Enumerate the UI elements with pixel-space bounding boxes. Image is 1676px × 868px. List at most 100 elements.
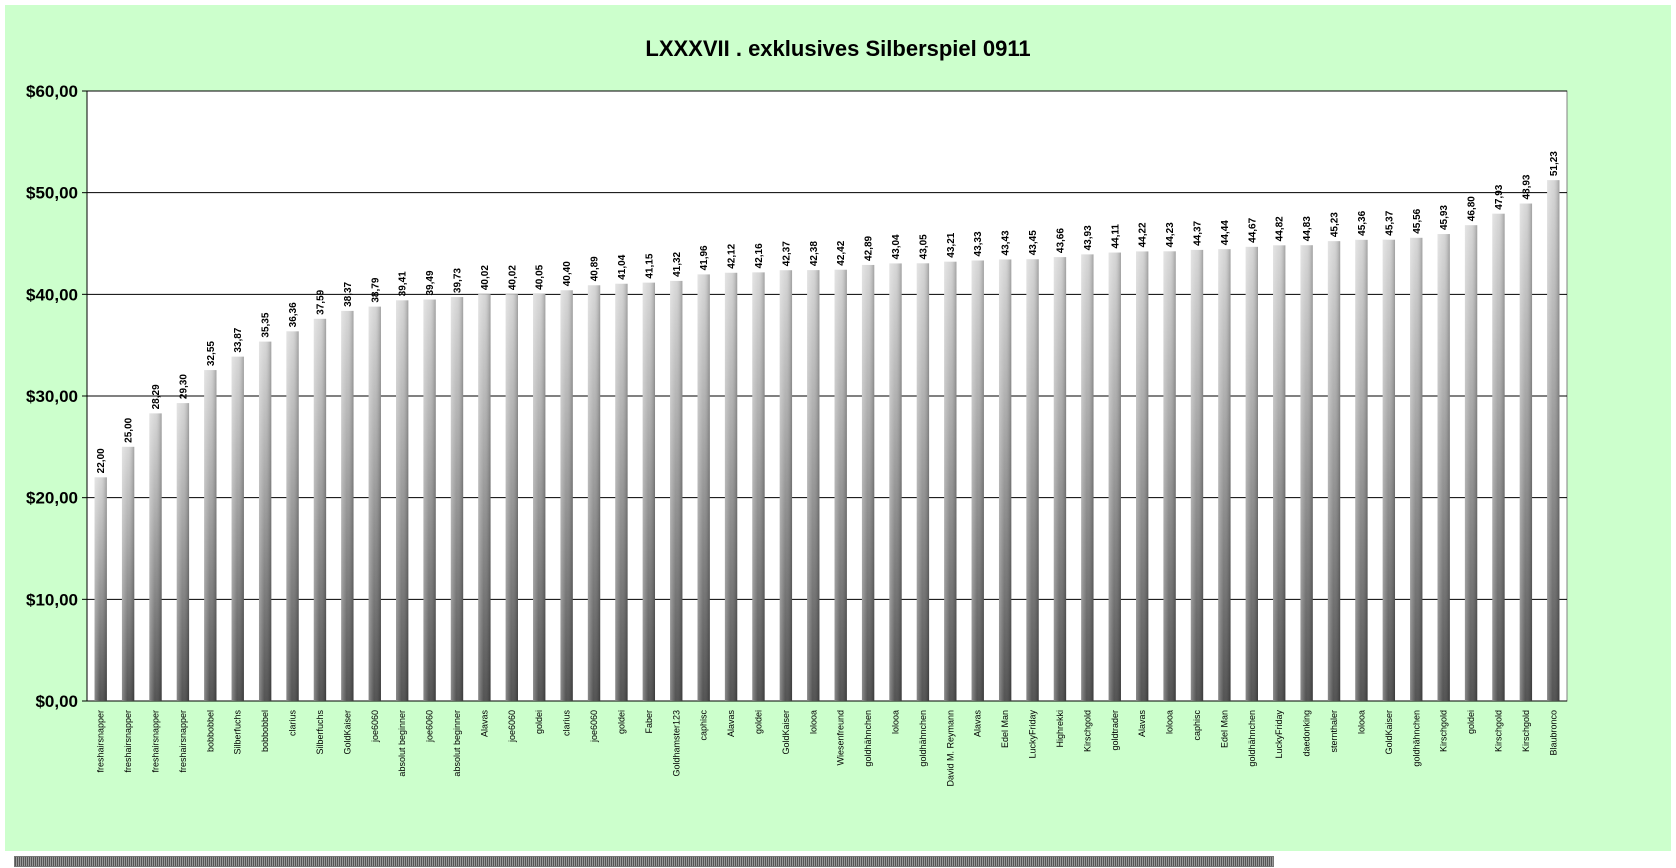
x-tick-label: goldhähnchen (863, 710, 873, 767)
data-label: 35,35 (261, 312, 272, 337)
x-tick-label: lolooa (1356, 710, 1366, 734)
x-tick-label: Silberfuchs (233, 710, 243, 755)
data-label: 48,93 (1521, 174, 1532, 199)
bar-shading (313, 318, 327, 701)
data-label: 43,04 (891, 234, 902, 259)
horizontal-scrollbar[interactable] (14, 856, 1274, 867)
data-label: 41,32 (672, 251, 683, 276)
x-tick-label: goldhähnchen (1247, 710, 1257, 767)
data-label: 39,73 (453, 268, 464, 293)
bar-shading (1163, 251, 1176, 701)
bar-shading (450, 297, 464, 701)
data-label: 41,15 (644, 253, 655, 278)
x-tick-label: Alavas (726, 710, 736, 738)
gridlines (87, 90, 1567, 702)
y-tick-label: $20,00 (26, 489, 78, 508)
bar-shading (1053, 257, 1067, 701)
y-axis-ticks: $0,00 $10,00 $20,00 $30,00 $40,00 $50,00 $60,0… (26, 82, 88, 711)
data-label: 45,93 (1439, 205, 1450, 230)
bar-shading (1519, 203, 1533, 702)
chart-title: LXXXVII . exklusives Silberspiel 0911 (645, 36, 1031, 61)
x-tick-label: LuckyFriday (1028, 710, 1038, 759)
x-tick-label: joe6060 (425, 710, 435, 743)
bar-shading (642, 282, 656, 701)
x-tick-label: joe6060 (507, 710, 517, 743)
x-tick-label: bobbobbel (205, 710, 215, 752)
bar-shading (1108, 252, 1121, 701)
x-tick-label: Kirschgold (1082, 710, 1092, 752)
bar-shading (505, 294, 518, 701)
data-label: 44,44 (1220, 220, 1231, 245)
bar-shading (1081, 254, 1094, 701)
x-tick-label: lolooa (891, 710, 901, 734)
x-tick-label: goldei (1466, 710, 1476, 734)
bar-shading (286, 331, 299, 701)
x-tick-label: Edel Man (1000, 710, 1010, 748)
bar-shading (670, 280, 683, 701)
bar-shading (1464, 225, 1478, 701)
data-label: 44,83 (1302, 216, 1313, 241)
chart-area: LXXXVII . exklusives Silberspiel 0911 $0… (5, 5, 1671, 851)
data-label: 47,93 (1494, 184, 1505, 209)
x-tick-label: LuckyFriday (1274, 710, 1284, 759)
x-tick-label: daedonking (1302, 710, 1312, 757)
bars (94, 180, 1560, 702)
data-label: 45,23 (1330, 212, 1341, 237)
x-tick-label: Blaubronco (1548, 710, 1558, 756)
bar-shading (697, 274, 710, 701)
data-label: 44,37 (1193, 220, 1204, 245)
bar-shading (341, 310, 354, 701)
data-label: 43,93 (1083, 225, 1094, 250)
data-label: 33,87 (233, 327, 244, 352)
bar-shading (944, 261, 957, 701)
bar-shading (560, 290, 573, 701)
bar-shading (1026, 259, 1039, 701)
x-tick-label: lolooa (1165, 710, 1175, 734)
x-tick-label: goldei (616, 710, 626, 734)
data-label: 46,80 (1467, 196, 1478, 221)
bar-shading (1492, 213, 1505, 701)
data-label: 40,02 (480, 265, 491, 290)
data-label: 22,00 (96, 448, 107, 473)
x-tick-label: caphisc (699, 710, 709, 741)
x-tick-label: joe6060 (370, 710, 380, 743)
x-tick-label: goldei (534, 710, 544, 734)
bar-shading (587, 285, 601, 701)
bar-shading (1355, 239, 1368, 701)
x-tick-label: Faber (644, 710, 654, 734)
bar-shading (807, 270, 820, 701)
bar-shading (1245, 246, 1258, 702)
bar-shading (834, 269, 847, 701)
x-tick-label: Alavas (1137, 710, 1147, 738)
x-tick-label: freshairsnapper (178, 710, 188, 773)
x-tick-label: freshairsnapper (151, 710, 161, 773)
bar-shading (396, 300, 409, 701)
data-label: 41,04 (617, 254, 628, 279)
data-label: 44,11 (1110, 224, 1121, 249)
data-label: 43,33 (973, 231, 984, 256)
x-tick-label: sternthaler (1329, 710, 1339, 753)
data-label: 44,23 (1165, 222, 1176, 247)
data-label: 43,43 (1001, 230, 1012, 255)
data-label: 45,37 (1384, 210, 1395, 235)
x-tick-label: freshairsnapper (123, 710, 133, 773)
bar-shading (121, 446, 135, 701)
data-label: 43,66 (1055, 228, 1066, 253)
bar-shading (861, 264, 875, 701)
x-tick-label: caphisc (1192, 710, 1202, 741)
data-label: 28,29 (151, 384, 162, 409)
data-label: 32,55 (206, 341, 217, 366)
x-tick-label: joe6060 (589, 710, 599, 743)
y-tick-label: $50,00 (26, 184, 78, 203)
y-tick-label: $40,00 (26, 285, 78, 304)
bar-shading (889, 263, 902, 701)
bar-shading (971, 260, 984, 701)
bar-shading (1273, 245, 1286, 701)
data-label: 42,38 (809, 241, 820, 266)
data-label: 40,02 (507, 265, 518, 290)
bar-shading (258, 341, 272, 701)
data-label: 45,56 (1412, 208, 1423, 233)
x-tick-label: David M. Reymann (945, 710, 955, 787)
x-tick-label: Kirschgold (1439, 710, 1449, 752)
bar-shading (1136, 251, 1149, 701)
